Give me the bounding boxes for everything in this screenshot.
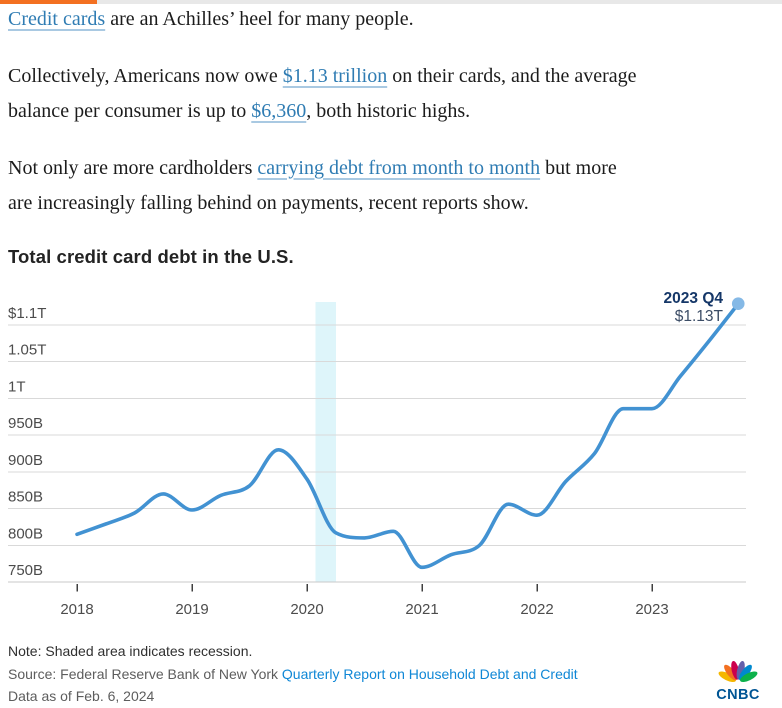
credit-cards-link[interactable]: Credit cards <box>8 8 106 30</box>
x-axis-label: 2019 <box>175 601 208 618</box>
y-axis-label: $1.1T <box>8 305 46 322</box>
x-axis-label: 2023 <box>635 601 668 618</box>
x-axis-label: 2021 <box>405 601 438 618</box>
chart-source: Source: Federal Reserve Bank of New York… <box>8 663 708 686</box>
y-axis-label: 900B <box>8 452 43 469</box>
paragraph-1: Credit cards are an Achilles’ heel for m… <box>8 2 753 38</box>
credit-card-debt-line-chart: $1.1T 1.05T 1T 950B 900B 850B 800B 750B 2018 2019… <box>8 290 746 618</box>
debt-series-line <box>75 301 741 570</box>
paragraph-text: but more <box>540 156 617 179</box>
recession-band <box>315 302 336 582</box>
paragraph-text: Not only are more cardholders <box>8 156 258 179</box>
paragraph-text: are increasingly falling behind on payme… <box>8 192 529 214</box>
article-body: Credit cards are an Achilles’ heel for m… <box>8 2 753 243</box>
page-progress-track <box>0 0 782 4</box>
paragraph-text: balance per consumer is up to <box>8 100 252 122</box>
paragraph-3: Not only are more cardholders carrying d… <box>8 151 753 222</box>
cnbc-logo: CNBC <box>707 657 769 703</box>
y-axis-label: 1.05T <box>8 342 46 359</box>
annotation-value-label: $1.13T <box>675 308 724 325</box>
paragraph-text: , both historic highs. <box>306 100 471 122</box>
carrying-debt-link[interactable]: carrying debt from month to month <box>257 156 541 179</box>
debt-total-link[interactable]: $1.13 trillion <box>282 64 388 87</box>
source-report-link[interactable]: Quarterly Report on Household Debt and C… <box>281 665 578 682</box>
nbc-peacock-icon <box>718 661 758 683</box>
average-balance-link[interactable]: $6,360 <box>251 100 307 122</box>
x-axis-label: 2020 <box>290 601 323 618</box>
annotation-quarter-label: 2023 Q4 <box>664 290 724 307</box>
chart-note: Note: Shaded area indicates recession. <box>8 643 253 659</box>
chart-title: Total credit card debt in the U.S. <box>8 246 294 267</box>
y-axis-label: 850B <box>8 489 43 506</box>
paragraph-2: Collectively, Americans now owe $1.13 tr… <box>8 59 753 130</box>
x-axis-label: 2022 <box>520 601 553 618</box>
paragraph-text: on their cards, and the average <box>387 64 637 87</box>
x-axis-label: 2018 <box>60 601 93 618</box>
cnbc-wordmark: CNBC <box>716 687 760 703</box>
y-axis-label: 1T <box>8 378 26 395</box>
y-axis-label: 950B <box>8 415 43 432</box>
source-text: Source: Federal Reserve Bank of New York <box>8 665 282 682</box>
chart-footnotes: Note: Shaded area indicates recession. S… <box>8 640 708 708</box>
y-axis-label: 800B <box>8 525 43 542</box>
paragraph-text: Collectively, Americans now owe <box>8 64 283 87</box>
page-progress-indicator <box>0 0 97 4</box>
paragraph-text: are an Achilles’ heel for many people. <box>105 8 414 30</box>
data-as-of: Data as of Feb. 6, 2024 <box>8 688 155 704</box>
latest-point-marker <box>731 297 745 311</box>
y-axis-label: 750B <box>8 562 43 579</box>
